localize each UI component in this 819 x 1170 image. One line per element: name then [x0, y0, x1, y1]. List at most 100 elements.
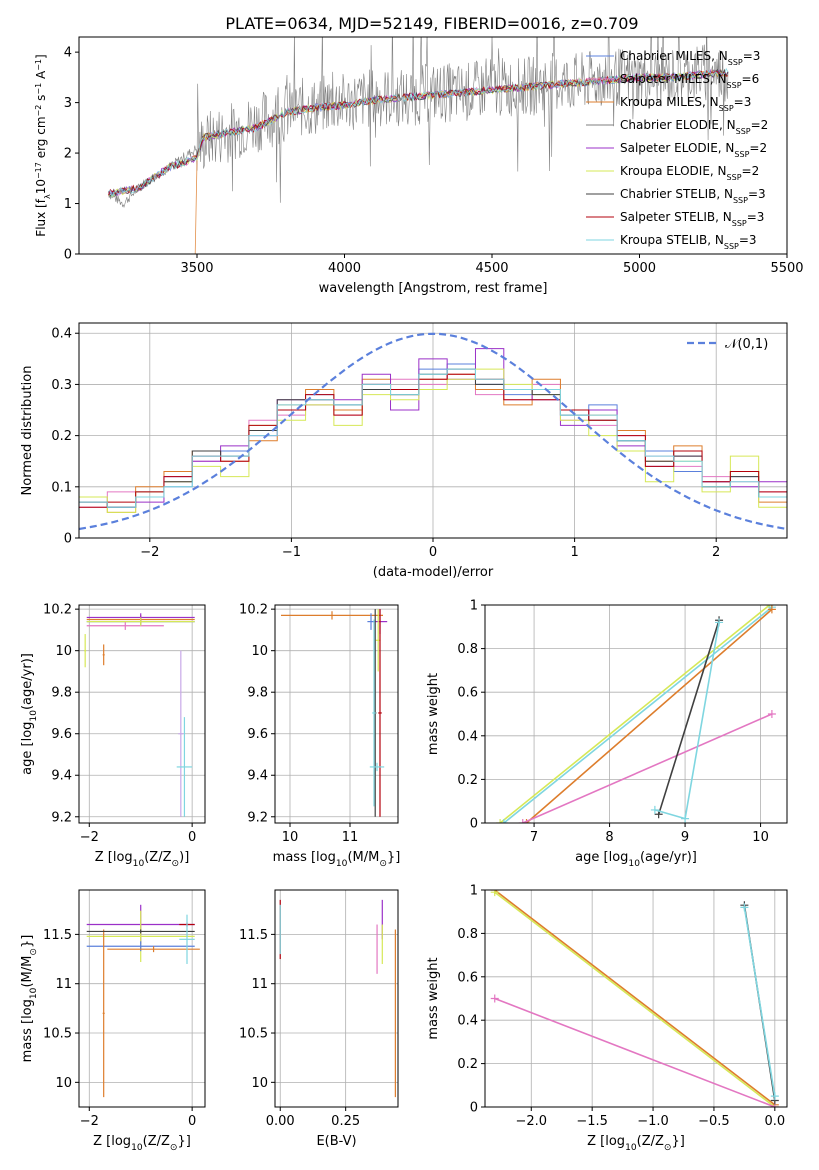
- x-tick-label: 0: [188, 830, 196, 845]
- errorbar-point: [86, 910, 195, 963]
- y-tick-label: 10.2: [239, 603, 268, 618]
- y-tick-label: 0.6: [457, 970, 478, 985]
- histogram-step-line: [79, 368, 787, 513]
- x-tick-label: −1.5: [576, 1114, 608, 1129]
- y-tick-label: 11: [251, 977, 268, 992]
- normal-curve-line: [79, 332, 787, 531]
- y-tick-label: 9.2: [247, 810, 268, 825]
- x-tick-label: 3500: [180, 261, 213, 276]
- errorbar-point: [281, 611, 383, 620]
- y-tick-label: 0.8: [457, 927, 478, 942]
- panel-mass_vs_ebv: 0.00 0.25 10 10.5 11 11.5 E(B-V): [239, 889, 399, 1149]
- y-tick-label: 0: [64, 248, 72, 263]
- y-tick-label: 10.5: [43, 1027, 72, 1042]
- y-tick-label: 1: [64, 197, 72, 212]
- x-tick-label: −2: [140, 545, 159, 560]
- plus-marker: [767, 710, 776, 718]
- y-tick-label: 1: [470, 599, 478, 614]
- legend-label: Chabrier ELODIE, NSSP=2: [620, 118, 768, 136]
- axes-frame: [78, 889, 206, 1108]
- y-tick-label: 9.8: [51, 686, 72, 701]
- x-axis-label: Z [log10(Z/Z⊙}]: [93, 1134, 191, 1153]
- plot-area: [79, 332, 787, 531]
- y-tick-label: 0.4: [457, 729, 478, 744]
- panel-spectrum: 3500 4000 4500 5000 5500 0 1 2 3 4 wavelength [Ang…: [34, 36, 804, 296]
- weight-line: [494, 890, 776, 1106]
- weight-line: [503, 606, 773, 823]
- spectrum-legend: Chabrier MILES, NSSP=3 Salpeter MILES, NS…: [586, 49, 768, 251]
- x-tick-label: 1: [570, 545, 578, 560]
- errorbar-point: [372, 619, 376, 807]
- errorbar-point: [102, 644, 105, 666]
- errorbar-point: [102, 929, 105, 1098]
- legend-label: Salpeter MILES, NSSP=6: [620, 72, 759, 90]
- plus-marker: [715, 618, 724, 627]
- x-tick-label: 11: [342, 830, 359, 845]
- plus-marker: [490, 890, 499, 897]
- legend-label: 𝒩(0,1): [725, 337, 768, 352]
- y-tick-label: 11: [55, 977, 72, 992]
- y-tick-label: 9.8: [247, 686, 268, 701]
- errorbar-point: [107, 946, 200, 953]
- panel-residuals: 𝒩(0,1) −2 −1 0 1 2 0 0.1 0.2 0.3 0.4 (data-model)/e…: [20, 322, 788, 580]
- panel-age_vs_Z: −2 0 9.2 9.4 9.6 9.8 10 10.2 Z [log10(Z/Z⊙)] age …: [20, 603, 206, 869]
- x-tick-label: 4500: [475, 261, 508, 276]
- x-tick-label: 4000: [328, 261, 361, 276]
- errorbar-point: [369, 762, 385, 772]
- plus-marker: [770, 1092, 779, 1101]
- plot-area: [281, 609, 388, 817]
- x-axis-label: Z [log10(Z/Z⊙}]: [587, 1134, 685, 1153]
- axes-frame: [484, 889, 788, 1108]
- legend-label: Kroupa ELODIE, NSSP=2: [620, 164, 759, 182]
- spectrum-model-line: [108, 67, 729, 198]
- legend-label: Salpeter ELODIE, NSSP=2: [620, 141, 767, 159]
- x-tick-label: 0.25: [331, 1114, 360, 1129]
- y-tick-label: 10.2: [43, 603, 72, 618]
- y-axis-label: mass weight: [426, 957, 441, 1039]
- plot-area: [108, 37, 729, 254]
- x-tick-label: 5500: [770, 261, 803, 276]
- y-tick-label: 9.6: [247, 727, 268, 742]
- plot-area: [490, 890, 779, 1107]
- plus-marker: [740, 903, 749, 912]
- y-tick-label: 0.6: [457, 686, 478, 701]
- weight-line: [494, 997, 776, 1107]
- errorbar-point: [179, 914, 195, 964]
- y-tick-label: 3: [64, 96, 72, 111]
- y-tick-label: 10: [55, 644, 72, 659]
- x-tick-label: 7: [530, 830, 538, 845]
- errorbar-point: [86, 617, 195, 626]
- legend-label: Kroupa STELIB, NSSP=3: [620, 233, 757, 251]
- legend-label: Chabrier MILES, NSSP=3: [620, 49, 760, 67]
- weight-line: [743, 907, 776, 1097]
- figure-title: PLATE=0634, MJD=52149, FIBERID=0016, z=0…: [225, 14, 638, 33]
- axes-frame: [78, 36, 788, 255]
- errorbar-point: [84, 634, 87, 668]
- plus-marker: [522, 819, 531, 823]
- axes-frame: [484, 604, 788, 824]
- plus-marker: [490, 994, 499, 1003]
- plus-marker: [499, 819, 508, 823]
- y-tick-label: 10.5: [239, 1027, 268, 1042]
- y-tick-label: 0: [470, 1101, 478, 1116]
- x-tick-label: 5000: [623, 261, 656, 276]
- x-tick-label: 8: [605, 830, 613, 845]
- y-axis-label: age [log10(age/yr)]: [20, 653, 39, 775]
- y-axis-label: mass [log10(M/M⊙}]: [20, 935, 39, 1063]
- panel-mass_vs_Z: −2 0 10 10.5 11 11.5 Z [log10(Z/Z⊙}] mass [log1…: [20, 889, 206, 1153]
- y-tick-label: 0.2: [457, 1057, 478, 1072]
- y-tick-label: 11.5: [43, 928, 72, 943]
- errorbar-point: [86, 929, 195, 934]
- y-tick-label: 0.4: [51, 327, 72, 342]
- y-tick-label: 11.5: [239, 928, 268, 943]
- x-axis-label: age [log10(age/yr)]: [575, 850, 697, 869]
- panel-weight_vs_age: 7 8 9 10 0 0.2 0.4 0.6 0.8 1 age [log10(age/yr)] ma…: [426, 599, 788, 869]
- x-tick-label: −2: [80, 830, 99, 845]
- y-tick-label: 9.4: [51, 769, 72, 784]
- y-tick-label: 2: [64, 147, 72, 162]
- y-tick-label: 10: [251, 644, 268, 659]
- errorbar-point: [176, 717, 193, 817]
- y-tick-label: 9.6: [51, 727, 72, 742]
- plus-marker: [496, 819, 505, 823]
